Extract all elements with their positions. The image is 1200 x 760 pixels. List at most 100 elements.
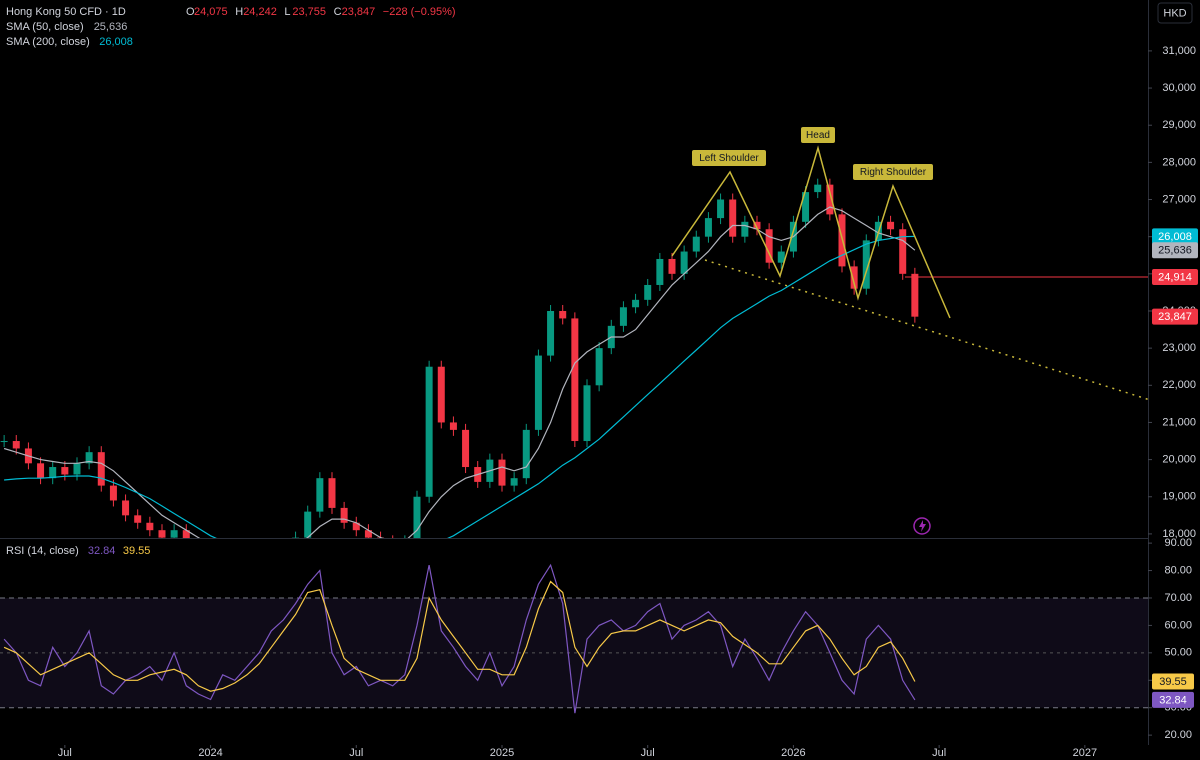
price-tag [1152, 673, 1194, 690]
price-tag-label: 39.55 [1159, 676, 1187, 688]
ohlc-value: 23,755 [292, 6, 326, 18]
y-tick-label: 20,000 [1162, 454, 1196, 466]
currency-button[interactable] [1157, 2, 1193, 24]
candle [328, 478, 336, 508]
candle [49, 467, 57, 479]
price-tag-label: 25,636 [1158, 245, 1192, 257]
x-tick-label: 2025 [490, 747, 514, 759]
candle [292, 537, 300, 538]
x-tick-label: Jul [641, 747, 655, 759]
y-tick-label: 90.00 [1164, 537, 1192, 549]
annotation: Right Shoulder [860, 167, 927, 178]
candle [765, 229, 773, 263]
y-tick-label: 29,000 [1162, 119, 1196, 131]
annotation: Head [806, 130, 830, 141]
y-tick-label: 31,000 [1162, 45, 1196, 57]
price-tag [1152, 228, 1198, 245]
legend-value: 32.84 [88, 545, 116, 557]
x-tick-label: 2027 [1073, 747, 1097, 759]
legend-value: 39.55 [123, 545, 151, 557]
candle [559, 310, 567, 319]
pattern-line [671, 145, 951, 319]
annotation-box [692, 150, 766, 166]
candle [777, 251, 785, 263]
price-tag [1152, 691, 1194, 708]
candle [644, 284, 652, 300]
candle [352, 522, 360, 531]
candle [826, 184, 834, 215]
ohlc-key: O [186, 6, 195, 18]
indicator-legend: SMA (50, close) 25,636 SMA (200, close) 26,… [6, 21, 133, 48]
candle [668, 258, 676, 274]
candle [146, 522, 154, 531]
candle [741, 221, 749, 237]
symbol: Hong Kong 50 CFD · 1D [6, 6, 126, 18]
price-tag-label: 24,914 [1158, 271, 1192, 283]
event-icon-bolt [919, 520, 926, 532]
candle [887, 221, 895, 230]
legend-value: 26,008 [99, 36, 133, 48]
candle [425, 366, 433, 497]
candle [571, 318, 579, 442]
candle [364, 530, 372, 538]
candle [12, 441, 20, 449]
candle [729, 199, 737, 237]
price-tag-label: 23,847 [1158, 311, 1192, 323]
candle [522, 429, 530, 479]
event-icon[interactable] [913, 517, 931, 535]
annotation-box [801, 127, 835, 143]
y-tick-label: 60.00 [1164, 619, 1192, 631]
candle [134, 515, 142, 523]
candle [802, 192, 810, 222]
y-tick-label: 27,000 [1162, 193, 1196, 205]
price-tag-label: 26,008 [1158, 231, 1192, 243]
ohlc-value: 24,242 [243, 6, 277, 18]
neckline [704, 259, 1148, 401]
line-series [3, 206, 916, 538]
candle [170, 530, 178, 538]
y-tick-label: 70.00 [1164, 592, 1192, 604]
candle [182, 530, 190, 538]
candle [862, 240, 870, 289]
price-tag [1152, 242, 1198, 259]
candle [437, 366, 445, 423]
candle [316, 478, 324, 512]
y-tick-label: 18,000 [1162, 528, 1196, 540]
candle [692, 236, 700, 252]
candle [109, 485, 117, 501]
pattern: Left Shoulder Head Right Shoulder [671, 127, 1148, 401]
candle [595, 348, 603, 386]
candle [462, 429, 470, 468]
candle [73, 463, 81, 475]
candle [97, 452, 105, 486]
legend-value: 25,636 [94, 21, 128, 33]
candle [753, 221, 761, 230]
y-tick-label: 22,000 [1162, 379, 1196, 391]
candle [547, 310, 555, 356]
price-tag [1152, 308, 1198, 325]
price-tag [1152, 269, 1198, 286]
line-series [3, 580, 916, 692]
candle [304, 511, 312, 538]
ohlc-value: 23,847 [342, 6, 376, 18]
candle [498, 459, 506, 486]
candle [0, 441, 8, 443]
x-tick-label: 2026 [781, 747, 805, 759]
y-tick-label: 28,000 [1162, 156, 1196, 168]
line-series [4, 235, 915, 538]
x-tick-label: Jul [58, 747, 72, 759]
candle [37, 463, 45, 479]
x-tick-label: Jul [932, 747, 946, 759]
candle [449, 422, 457, 430]
price-tag-label: 32.84 [1159, 694, 1187, 706]
y-tick-label: 21,000 [1162, 416, 1196, 428]
ohlc-key: L [284, 6, 290, 18]
candle [619, 307, 627, 326]
rsi-pane [0, 563, 1148, 714]
candle [632, 299, 640, 308]
candle [85, 452, 93, 464]
y-tick-label: 80.00 [1164, 564, 1192, 576]
ohlc-key: H [235, 6, 243, 18]
y-tick-label: 23,000 [1162, 342, 1196, 354]
